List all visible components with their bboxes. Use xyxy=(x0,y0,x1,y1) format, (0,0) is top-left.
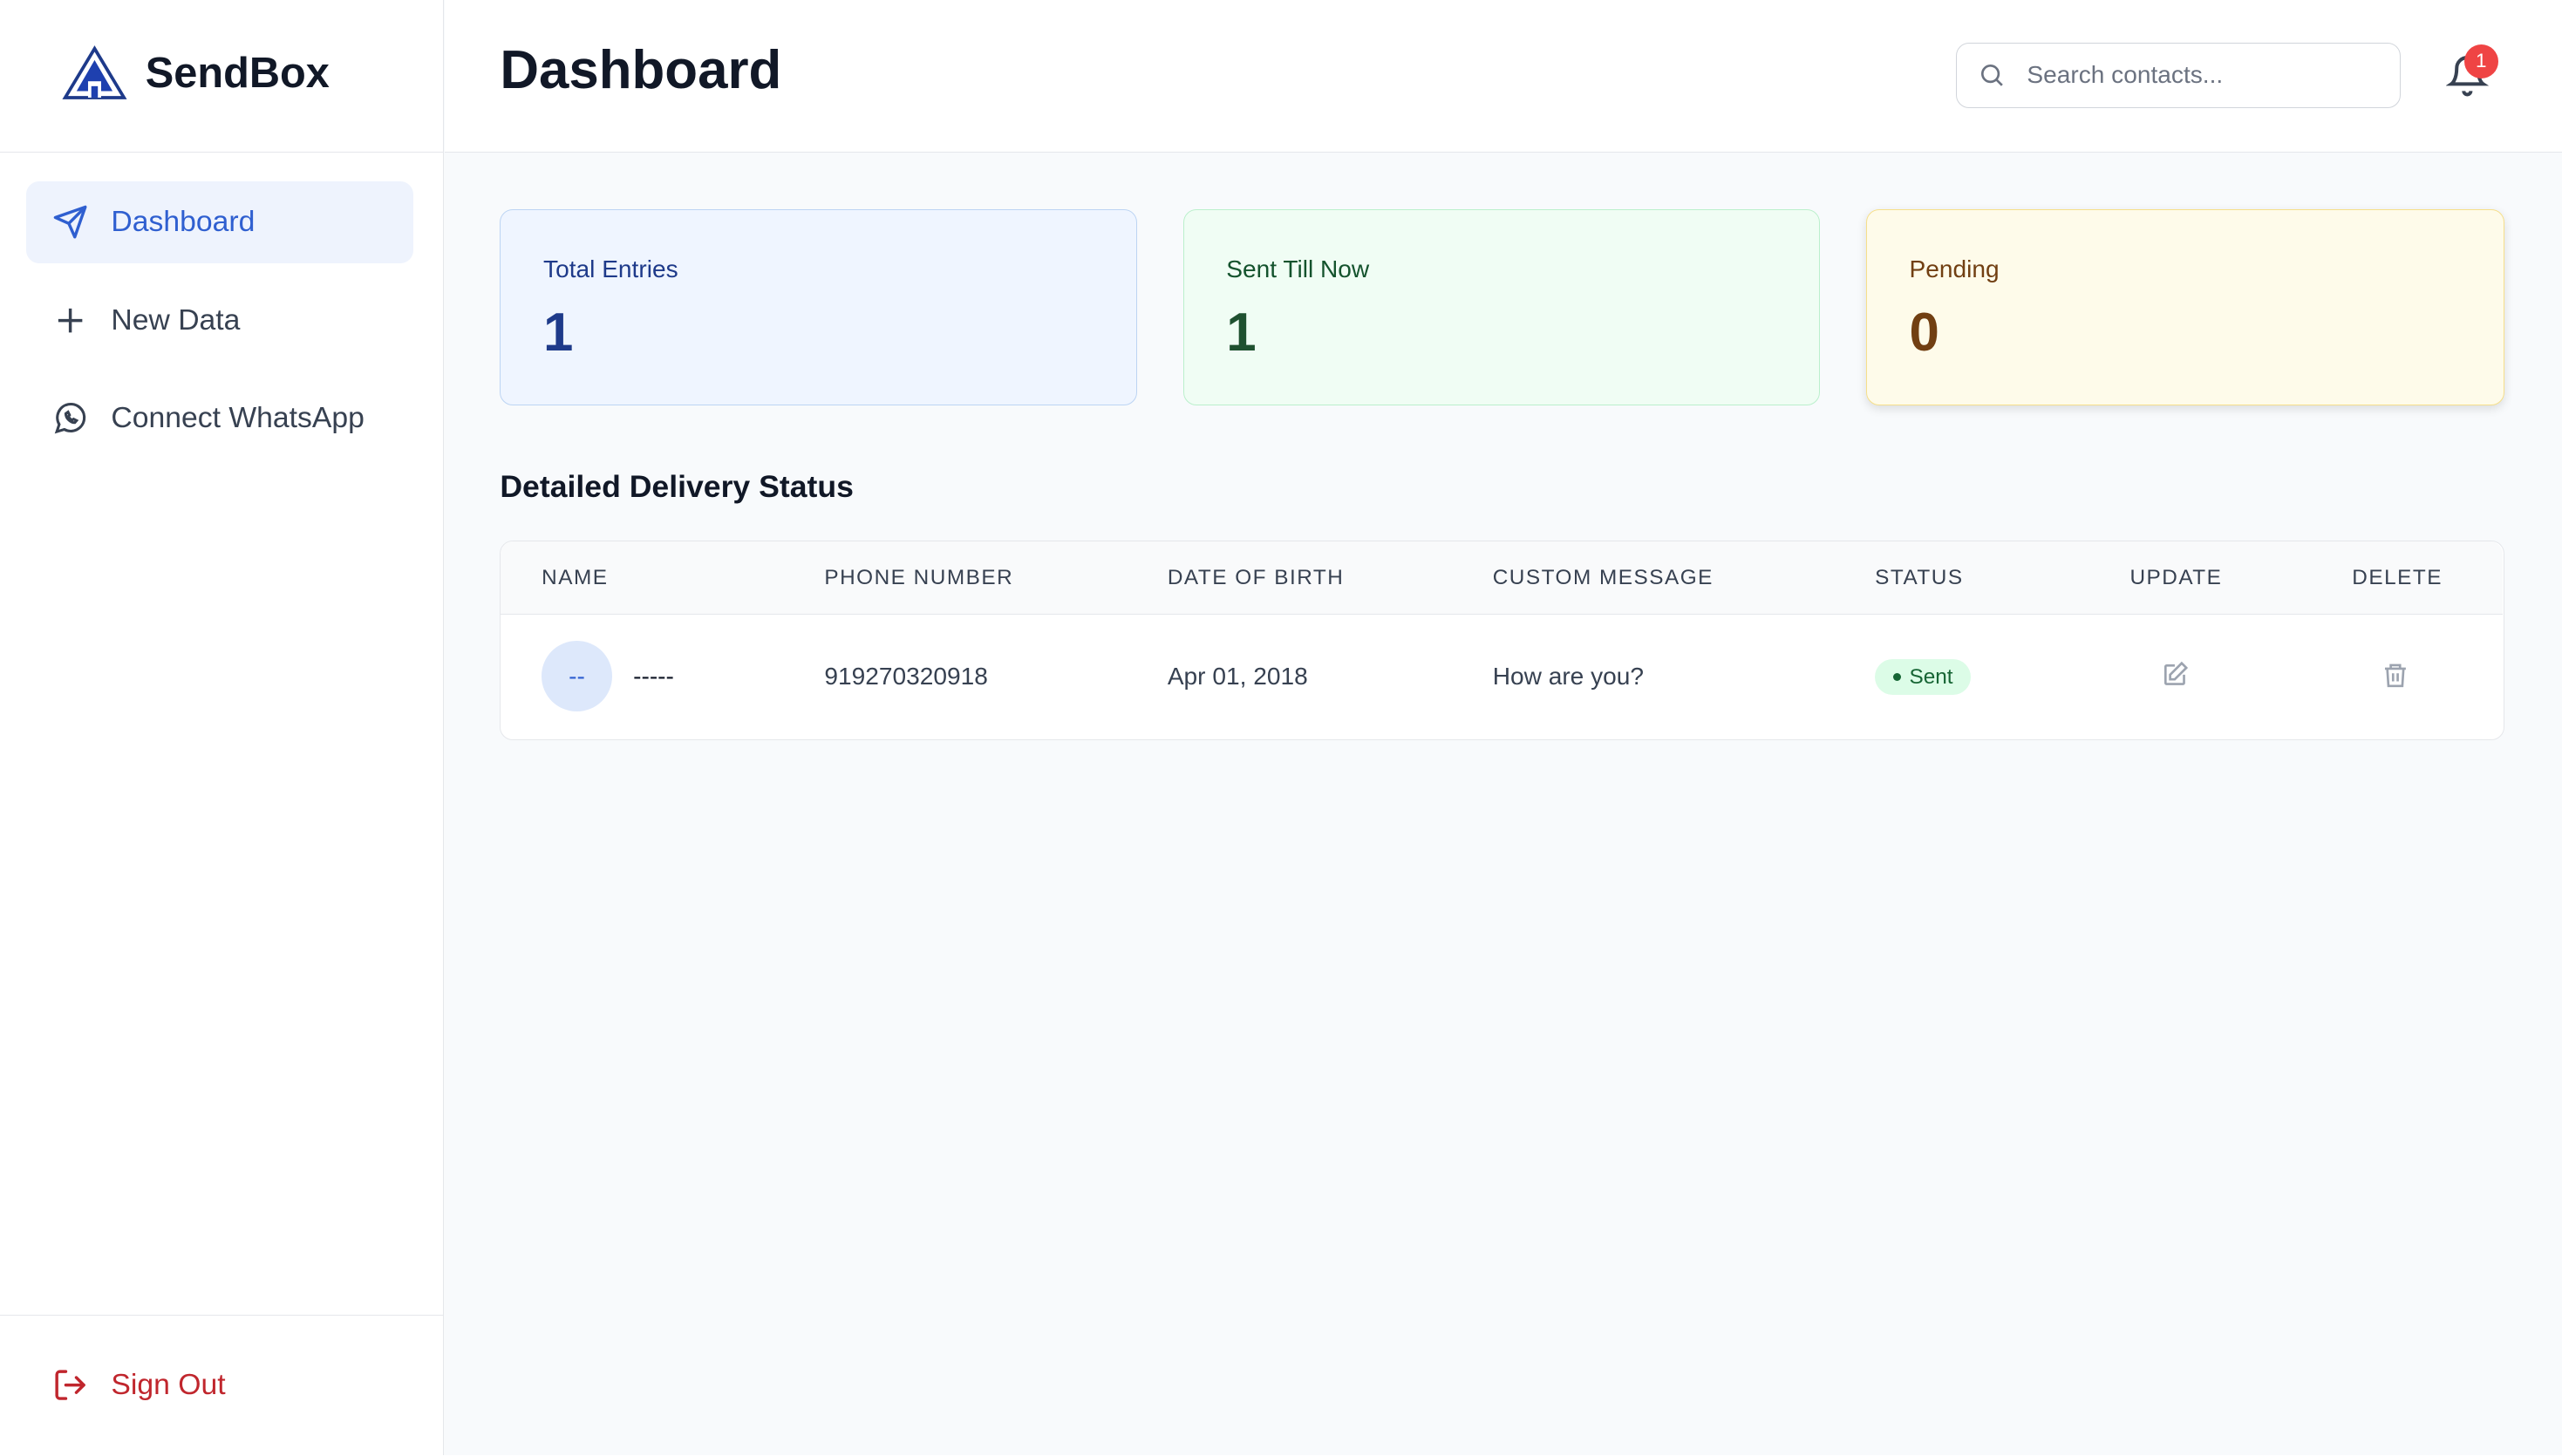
column-header: NAME xyxy=(542,566,609,590)
cell-message: How are you? xyxy=(1492,662,1645,690)
divider xyxy=(0,1315,443,1316)
stat-card: Pending 0 xyxy=(1865,208,2505,405)
status-pill: Sent xyxy=(1875,659,1972,696)
search-input[interactable]: Search contacts... xyxy=(1955,42,2401,108)
column-header: DATE OF BIRTH xyxy=(1167,566,1345,590)
divider xyxy=(0,152,443,153)
stat-card: Total Entries 1 xyxy=(500,208,1138,405)
nav-item[interactable]: Dashboard xyxy=(25,180,414,263)
cell-phone: 919270320918 xyxy=(824,662,988,690)
table-header xyxy=(501,541,2503,615)
stat-card: Sent Till Now 1 xyxy=(1182,208,1821,405)
search-placeholder: Search contacts... xyxy=(2027,61,2224,89)
page-title: Dashboard xyxy=(500,39,782,100)
column-header: UPDATE xyxy=(2129,566,2223,590)
column-header: DELETE xyxy=(2352,566,2443,590)
column-header: CUSTOM MESSAGE xyxy=(1492,566,1714,590)
nav-label: New Data xyxy=(111,303,241,337)
stat-label: Sent Till Now xyxy=(1226,255,1370,283)
nav-item[interactable]: New Data xyxy=(26,279,413,361)
nav-label: Connect WhatsApp xyxy=(111,401,365,435)
table: NAME PHONE NUMBER DATE OF BIRTH CUSTOM M… xyxy=(500,541,2505,740)
stat-label: Pending xyxy=(1909,255,2000,283)
column-header: STATUS xyxy=(1875,566,1964,590)
avatar: -- xyxy=(542,641,612,712)
brand: SendBox xyxy=(145,50,330,98)
logo xyxy=(62,45,127,100)
notification-badge: 1 xyxy=(2463,44,2498,78)
stat-value: 0 xyxy=(1909,302,1939,363)
delete-button[interactable] xyxy=(2381,661,2409,691)
update-button[interactable] xyxy=(2161,661,2189,689)
nav-item[interactable]: Connect WhatsApp xyxy=(26,378,413,459)
section-title: Detailed Delivery Status xyxy=(500,468,854,504)
cell-name: ----- xyxy=(633,662,674,690)
stat-value: 1 xyxy=(543,302,574,363)
sign-out[interactable]: Sign Out xyxy=(26,1344,226,1426)
sign-out-label: Sign Out xyxy=(111,1368,226,1402)
nav-label: Dashboard xyxy=(111,205,256,239)
cell-dob: Apr 01, 2018 xyxy=(1167,662,1308,690)
stat-label: Total Entries xyxy=(543,255,678,283)
sidebar: SendBox Dashboard New Data Connect Whats… xyxy=(0,0,444,1456)
stat-value: 1 xyxy=(1226,302,1257,363)
column-header: PHONE NUMBER xyxy=(824,566,1014,590)
